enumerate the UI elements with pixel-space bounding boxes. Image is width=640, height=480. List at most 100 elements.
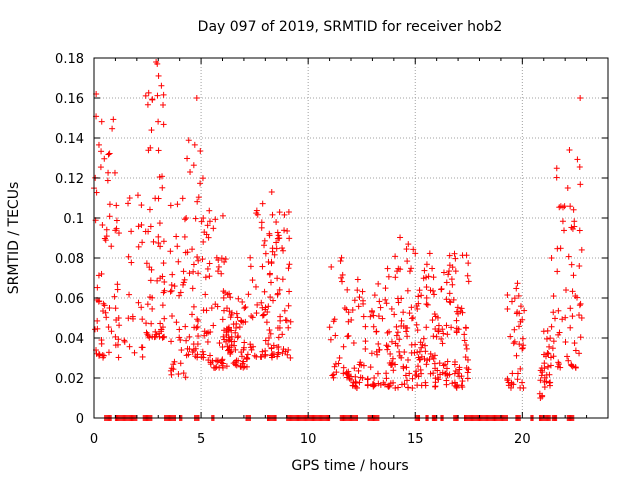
data-point <box>181 276 188 283</box>
data-point <box>156 333 163 340</box>
data-point <box>423 294 430 301</box>
data-point <box>350 379 357 386</box>
data-point <box>105 324 112 331</box>
data-point <box>403 246 410 253</box>
data-point <box>424 301 431 308</box>
data-point <box>423 324 430 331</box>
data-point <box>559 218 566 225</box>
data-point <box>227 314 234 321</box>
data-point <box>219 356 226 363</box>
data-point <box>269 211 276 218</box>
data-point <box>576 350 583 357</box>
data-point <box>446 371 453 378</box>
data-point <box>279 350 286 357</box>
y-tick-label: 0.18 <box>55 52 84 67</box>
data-point <box>432 383 439 390</box>
data-point <box>519 345 526 352</box>
data-point <box>263 319 270 326</box>
y-tick-label: 0.04 <box>55 332 84 347</box>
data-point <box>247 341 254 348</box>
data-point <box>446 252 453 259</box>
data-point <box>223 338 230 345</box>
data-point <box>219 344 226 351</box>
data-point <box>392 384 399 391</box>
data-point <box>204 265 211 272</box>
data-point <box>367 313 374 320</box>
data-point <box>280 247 287 254</box>
data-point <box>332 360 339 367</box>
data-point <box>541 360 548 367</box>
data-point <box>406 310 413 317</box>
data-point <box>408 315 415 322</box>
data-point <box>550 353 557 360</box>
data-point <box>461 337 468 344</box>
data-point <box>393 332 400 339</box>
data-point <box>235 333 242 340</box>
data-point <box>285 346 292 353</box>
data-point <box>146 206 153 213</box>
data-point <box>173 233 180 240</box>
data-point <box>443 296 450 303</box>
data-point <box>202 274 209 281</box>
data-point <box>376 346 383 353</box>
data-point <box>160 238 167 245</box>
data-point <box>396 348 403 355</box>
data-point <box>95 272 102 279</box>
data-point <box>564 184 571 191</box>
data-point <box>174 201 181 208</box>
data-point <box>438 336 445 343</box>
data-point <box>235 295 242 302</box>
data-point <box>237 363 244 370</box>
data-point <box>444 331 451 338</box>
data-point <box>434 367 441 374</box>
data-point <box>114 286 121 293</box>
data-point <box>111 169 118 176</box>
data-point <box>98 118 105 125</box>
data-point <box>113 316 120 323</box>
data-point <box>538 372 545 379</box>
data-point <box>348 316 355 323</box>
data-point <box>355 303 362 310</box>
data-point <box>274 235 281 242</box>
data-point <box>226 308 233 315</box>
data-point <box>108 328 115 335</box>
data-point <box>514 370 521 377</box>
data-point <box>545 363 552 370</box>
data-point <box>145 89 152 96</box>
data-point <box>208 305 215 312</box>
data-point <box>232 324 239 331</box>
data-point <box>515 323 522 330</box>
data-point <box>167 288 174 295</box>
data-point <box>408 341 415 348</box>
data-point <box>281 227 288 234</box>
data-point <box>242 318 249 325</box>
x-axis-label: GPS time / hours <box>291 458 408 474</box>
data-point <box>567 324 574 331</box>
data-point <box>403 364 410 371</box>
data-point <box>578 314 585 321</box>
data-point <box>514 376 521 383</box>
data-point <box>277 313 284 320</box>
data-point <box>99 308 106 315</box>
data-point <box>91 326 98 333</box>
data-point <box>215 268 222 275</box>
data-point <box>233 310 240 317</box>
data-point <box>247 254 254 261</box>
data-point <box>221 258 228 265</box>
data-point <box>576 263 583 270</box>
data-point <box>95 141 102 148</box>
y-tick-label: 0.14 <box>55 132 84 147</box>
data-point <box>431 352 438 359</box>
data-point <box>135 223 142 230</box>
data-point <box>507 384 514 391</box>
data-point <box>105 151 112 158</box>
data-point <box>197 148 204 155</box>
data-point <box>184 249 191 256</box>
data-point <box>379 315 386 322</box>
data-point <box>247 344 254 351</box>
data-point <box>416 348 423 355</box>
data-point <box>452 255 459 262</box>
data-point <box>459 378 466 385</box>
data-point <box>456 364 463 371</box>
